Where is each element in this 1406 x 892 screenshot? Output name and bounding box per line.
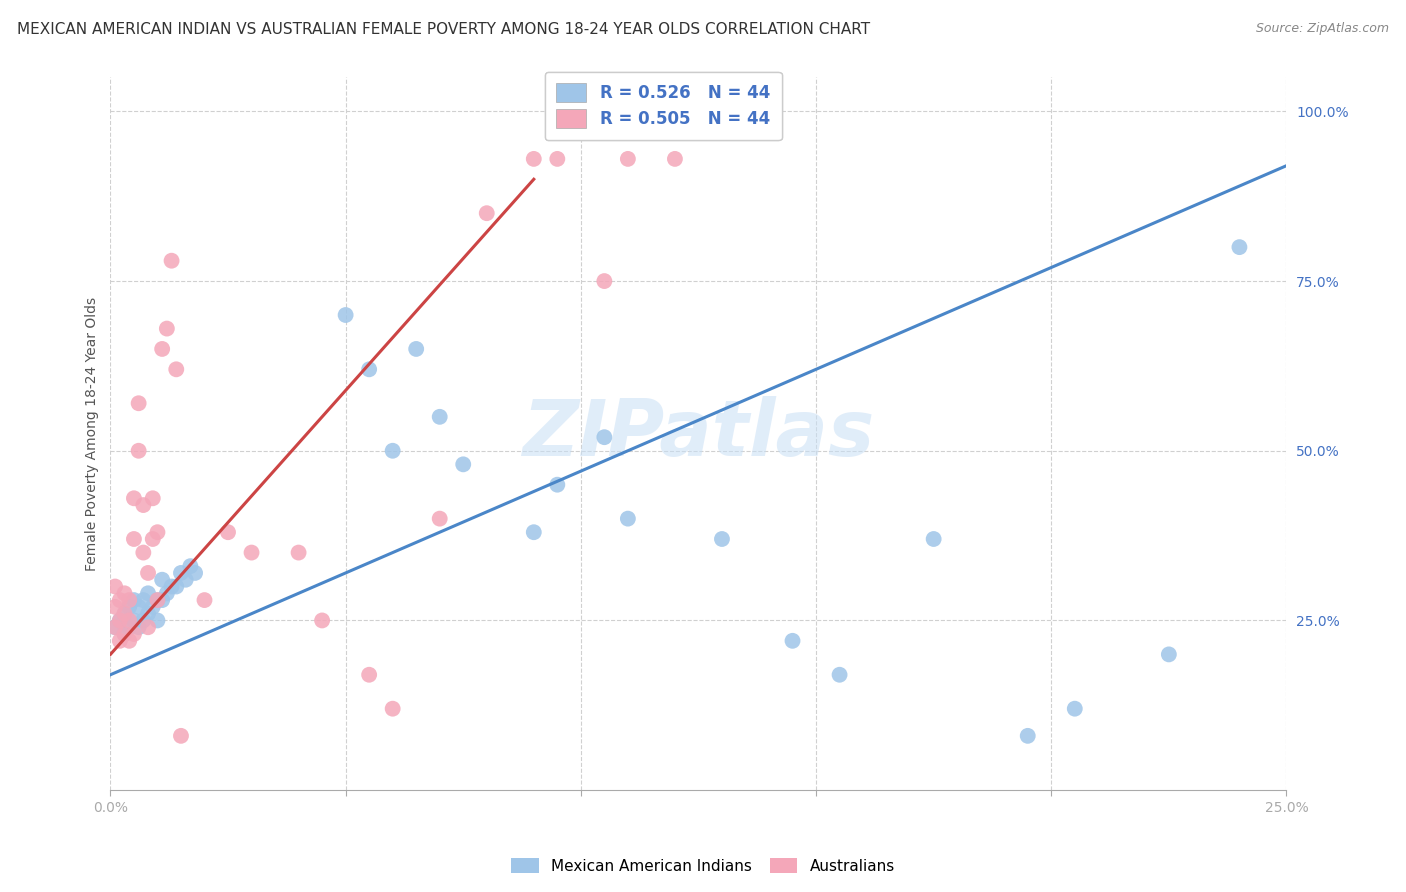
Point	[546, 477, 568, 491]
Point	[359, 667, 381, 681]
Point	[146, 525, 169, 540]
Point	[156, 586, 179, 600]
Legend: Mexican American Indians, Australians: Mexican American Indians, Australians	[505, 852, 901, 880]
Point	[104, 580, 127, 594]
Point	[174, 573, 197, 587]
Point	[114, 607, 136, 621]
Point	[1157, 648, 1180, 662]
Legend: R = 0.526   N = 44, R = 0.505   N = 44: R = 0.526 N = 44, R = 0.505 N = 44	[544, 71, 782, 140]
Point	[118, 614, 141, 628]
Point	[193, 593, 215, 607]
Point	[593, 430, 616, 444]
Point	[128, 396, 150, 410]
Point	[104, 599, 127, 614]
Point	[828, 667, 851, 681]
Point	[1229, 240, 1251, 254]
Point	[170, 729, 193, 743]
Point	[335, 308, 357, 322]
Point	[142, 532, 165, 546]
Point	[132, 545, 155, 559]
Point	[359, 362, 381, 376]
Point	[150, 573, 173, 587]
Point	[118, 593, 141, 607]
Point	[546, 152, 568, 166]
Point	[664, 152, 686, 166]
Point	[136, 566, 159, 580]
Point	[593, 274, 616, 288]
Text: Source: ZipAtlas.com: Source: ZipAtlas.com	[1256, 22, 1389, 36]
Point	[122, 593, 145, 607]
Point	[114, 627, 136, 641]
Point	[122, 614, 145, 628]
Point	[523, 525, 546, 540]
Point	[114, 586, 136, 600]
Point	[381, 701, 404, 715]
Point	[287, 545, 309, 559]
Point	[136, 586, 159, 600]
Point	[146, 593, 169, 607]
Text: ZIPatlas: ZIPatlas	[522, 396, 875, 472]
Point	[146, 614, 169, 628]
Point	[217, 525, 239, 540]
Point	[311, 614, 333, 628]
Point	[132, 614, 155, 628]
Point	[108, 614, 131, 628]
Point	[156, 321, 179, 335]
Point	[122, 532, 145, 546]
Point	[165, 580, 187, 594]
Point	[118, 599, 141, 614]
Point	[122, 627, 145, 641]
Point	[132, 498, 155, 512]
Point	[128, 443, 150, 458]
Point	[170, 566, 193, 580]
Point	[104, 620, 127, 634]
Point	[184, 566, 207, 580]
Point	[114, 607, 136, 621]
Point	[132, 593, 155, 607]
Point	[136, 607, 159, 621]
Point	[429, 511, 451, 525]
Point	[451, 458, 474, 472]
Point	[150, 342, 173, 356]
Point	[922, 532, 945, 546]
Point	[160, 580, 183, 594]
Point	[617, 511, 640, 525]
Point	[523, 152, 546, 166]
Text: MEXICAN AMERICAN INDIAN VS AUSTRALIAN FEMALE POVERTY AMONG 18-24 YEAR OLDS CORRE: MEXICAN AMERICAN INDIAN VS AUSTRALIAN FE…	[17, 22, 870, 37]
Point	[128, 620, 150, 634]
Point	[475, 206, 498, 220]
Point	[710, 532, 733, 546]
Point	[118, 620, 141, 634]
Point	[240, 545, 263, 559]
Point	[108, 614, 131, 628]
Point	[165, 362, 187, 376]
Point	[142, 491, 165, 506]
Point	[381, 443, 404, 458]
Point	[108, 593, 131, 607]
Point	[160, 253, 183, 268]
Point	[142, 599, 165, 614]
Y-axis label: Female Poverty Among 18-24 Year Olds: Female Poverty Among 18-24 Year Olds	[86, 297, 100, 571]
Point	[429, 409, 451, 424]
Point	[617, 152, 640, 166]
Point	[118, 633, 141, 648]
Point	[114, 627, 136, 641]
Point	[108, 633, 131, 648]
Point	[1063, 701, 1085, 715]
Point	[782, 633, 804, 648]
Point	[1017, 729, 1039, 743]
Point	[104, 620, 127, 634]
Point	[128, 599, 150, 614]
Point	[146, 593, 169, 607]
Point	[179, 559, 201, 574]
Point	[405, 342, 427, 356]
Point	[122, 491, 145, 506]
Point	[136, 620, 159, 634]
Point	[150, 593, 173, 607]
